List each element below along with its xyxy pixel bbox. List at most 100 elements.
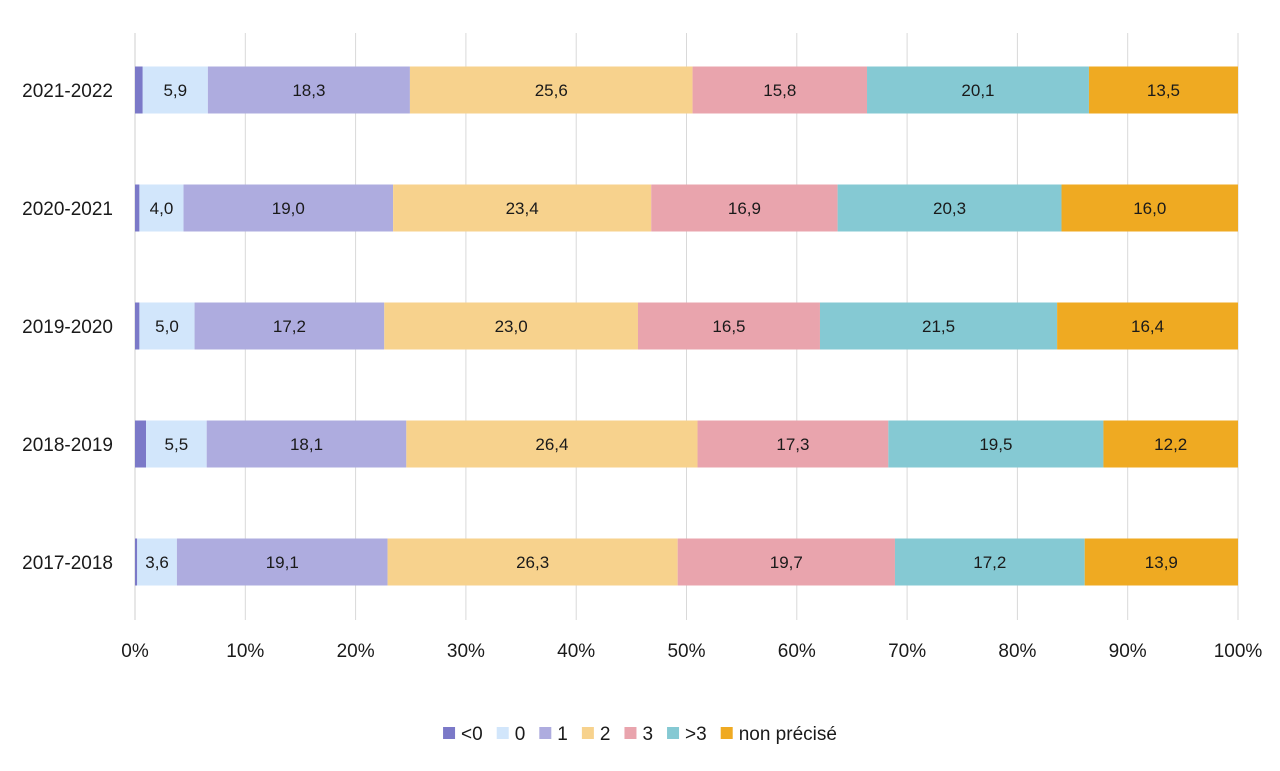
bar-segment — [819, 302, 1058, 350]
legend-swatch — [496, 727, 509, 739]
legend-label: <0 — [461, 724, 483, 745]
data-label: 4,0 — [150, 199, 174, 218]
data-label: 23,4 — [506, 199, 539, 218]
bar-segment — [206, 420, 407, 468]
data-label: 5,0 — [155, 317, 179, 336]
legend-swatch — [443, 727, 456, 739]
bar-segment — [651, 184, 838, 232]
bar-segment — [207, 66, 410, 114]
data-label: 15,8 — [763, 81, 796, 100]
bar-segment — [1061, 184, 1238, 232]
x-tick-label: 40% — [557, 641, 595, 662]
data-label: 13,5 — [1147, 81, 1180, 100]
bar-segment — [135, 66, 143, 114]
legend-swatch — [624, 727, 637, 739]
data-labels: 5,9 18,3 25,6 15,8 20,1 13,5 4,0 19,0 23,4 16,9 20… — [145, 81, 1187, 572]
bar-segment — [387, 538, 678, 586]
x-tick-label: 90% — [1109, 641, 1147, 662]
legend-label: 1 — [557, 724, 568, 745]
x-tick-label: 100% — [1214, 641, 1263, 662]
data-label: 17,2 — [973, 553, 1006, 572]
data-label: 21,5 — [922, 317, 955, 336]
legend-label: 3 — [642, 724, 653, 745]
bar-segment — [888, 420, 1104, 468]
x-tick-label: 70% — [888, 641, 926, 662]
bar-segment — [139, 302, 195, 350]
bar-segment — [867, 66, 1089, 114]
data-label: 19,0 — [272, 199, 305, 218]
x-tick-label: 50% — [667, 641, 705, 662]
bar-segment — [894, 538, 1085, 586]
legend-swatch — [667, 727, 680, 739]
data-label: 17,3 — [776, 435, 809, 454]
bar-segment — [1103, 420, 1238, 468]
legend: <0 0 1 2 3 >3 non précisé — [443, 724, 837, 745]
category-label: 2018-2019 — [22, 435, 113, 456]
bar-segment — [697, 420, 889, 468]
data-label: 5,5 — [165, 435, 189, 454]
data-label: 20,3 — [933, 199, 966, 218]
bar-segment — [183, 184, 394, 232]
bar-segment — [637, 302, 820, 350]
bar-segment — [1088, 66, 1238, 114]
data-label: 3,6 — [145, 553, 169, 572]
x-tick-labels: 0% 10% 20% 30% 40% 50% 60% 70% 80% 90% 100% — [121, 641, 1262, 662]
legend-label: 0 — [515, 724, 526, 745]
x-tick-label: 60% — [778, 641, 816, 662]
legend-swatch — [539, 727, 552, 739]
legend-swatch — [581, 727, 594, 739]
legend-label: 2 — [600, 724, 611, 745]
x-tick-label: 80% — [998, 641, 1036, 662]
data-label: 16,4 — [1131, 317, 1164, 336]
legend-label: non précisé — [739, 724, 837, 745]
data-label: 16,0 — [1133, 199, 1166, 218]
bar-segments — [135, 66, 1238, 586]
bar-segment — [137, 538, 177, 586]
x-tick-label: 0% — [121, 641, 149, 662]
data-label: 19,7 — [770, 553, 803, 572]
data-label: 20,1 — [961, 81, 994, 100]
data-label: 26,3 — [516, 553, 549, 572]
bar-segment — [406, 420, 698, 468]
data-label: 5,9 — [163, 81, 187, 100]
bar-segment — [409, 66, 693, 114]
data-label: 19,5 — [979, 435, 1012, 454]
bar-segment — [1084, 538, 1238, 586]
bar-segment — [139, 184, 184, 232]
bar-segment — [135, 420, 147, 468]
bar-segment — [393, 184, 652, 232]
category-label: 2021-2022 — [22, 81, 113, 102]
data-label: 16,9 — [728, 199, 761, 218]
bar-segment — [135, 538, 138, 586]
bar-segment — [194, 302, 385, 350]
bar-segment — [142, 66, 208, 114]
data-label: 25,6 — [535, 81, 568, 100]
x-tick-label: 10% — [226, 641, 264, 662]
data-label: 23,0 — [495, 317, 528, 336]
bar-segment — [1057, 302, 1238, 350]
data-label: 19,1 — [266, 553, 299, 572]
bar-segment — [135, 184, 140, 232]
category-label: 2020-2021 — [22, 199, 113, 220]
data-label: 17,2 — [273, 317, 306, 336]
bar-segment — [176, 538, 388, 586]
bar-segment — [692, 66, 868, 114]
bar-segment — [837, 184, 1062, 232]
bar-segment — [135, 302, 140, 350]
data-label: 16,5 — [712, 317, 745, 336]
data-label: 18,3 — [292, 81, 325, 100]
data-label: 12,2 — [1154, 435, 1187, 454]
legend-swatch — [720, 727, 733, 739]
category-labels: 2021-2022 2020-2021 2019-2020 2018-2019 2017… — [22, 81, 113, 574]
bar-segment — [384, 302, 638, 350]
x-tick-label: 30% — [447, 641, 485, 662]
category-label: 2017-2018 — [22, 553, 113, 574]
bar-segment — [146, 420, 207, 468]
data-label: 13,9 — [1145, 553, 1178, 572]
category-label: 2019-2020 — [22, 317, 113, 338]
bar-segment — [677, 538, 895, 586]
x-tick-label: 20% — [337, 641, 375, 662]
legend-label: >3 — [685, 724, 707, 745]
data-label: 18,1 — [290, 435, 323, 454]
